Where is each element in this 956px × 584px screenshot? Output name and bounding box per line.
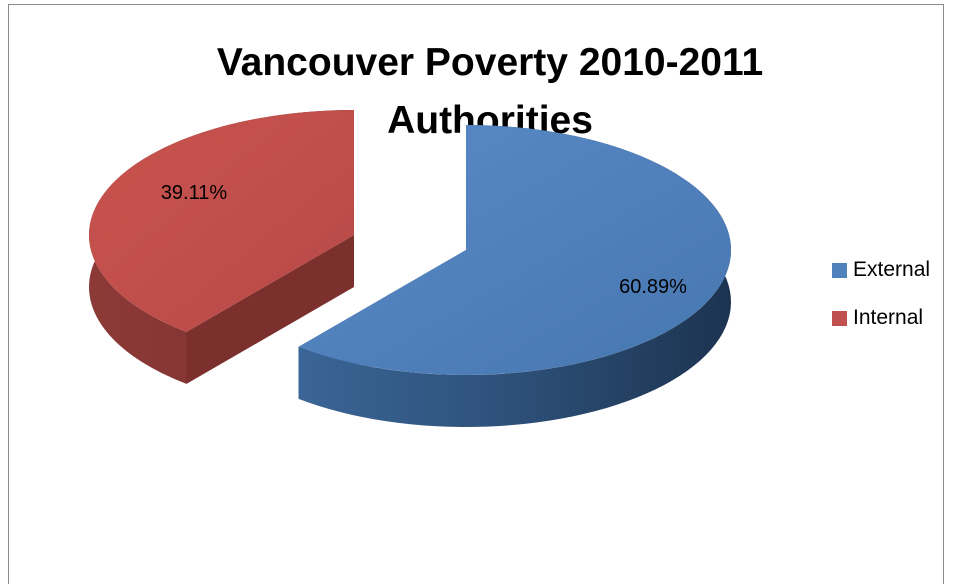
legend-item-internal: Internal: [832, 302, 930, 334]
pie-slice-external: [298, 125, 731, 427]
legend-item-external: External: [832, 254, 930, 286]
pie-slice-top-internal: [88, 110, 354, 332]
legend-label-external: External: [853, 258, 931, 281]
data-label-internal: 39.11%: [161, 182, 228, 204]
chart-title: Vancouver Poverty 2010-2011 Authorities: [120, 34, 860, 150]
legend-swatch-external: [832, 262, 847, 278]
chart-title-line1: Vancouver Poverty 2010-2011: [216, 41, 764, 84]
legend: External Internal: [832, 254, 930, 350]
legend-label-internal: Internal: [853, 306, 924, 329]
legend-swatch-internal: [832, 310, 847, 326]
chart-frame: [8, 4, 944, 584]
pie-slice-wall-internal: [186, 235, 354, 384]
pie-slice-internal: [88, 110, 354, 384]
pie-slice-top-external: [298, 125, 731, 375]
data-label-external: 60.89%: [619, 276, 687, 298]
